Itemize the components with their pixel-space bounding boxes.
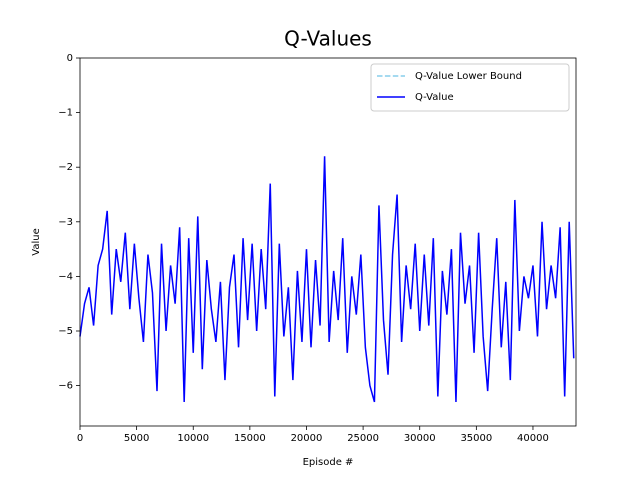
x-tick-label: 10000 bbox=[177, 433, 209, 444]
y-axis-label: Value bbox=[31, 228, 42, 255]
x-axis-label: Episode # bbox=[303, 457, 354, 468]
y-tick-label: −5 bbox=[58, 326, 73, 337]
plot-frame bbox=[79, 57, 577, 427]
chart-title: Q-Values bbox=[284, 27, 372, 51]
y-tick-label: −4 bbox=[58, 271, 73, 282]
legend-label: Q-Value Lower Bound bbox=[415, 71, 522, 82]
legend-box bbox=[370, 63, 570, 112]
y-tick-label: −2 bbox=[58, 162, 73, 173]
x-tick-label: 40000 bbox=[517, 433, 549, 444]
x-tick-label: 20000 bbox=[291, 433, 323, 444]
y-tick-label: −3 bbox=[58, 217, 73, 228]
x-tick-label: 15000 bbox=[234, 433, 266, 444]
x-tick-label: 0 bbox=[77, 433, 83, 444]
y-tick-label: −6 bbox=[58, 381, 73, 392]
legend-label: Q-Value bbox=[415, 92, 454, 103]
y-tick-label: 0 bbox=[67, 53, 73, 64]
x-tick-label: 35000 bbox=[460, 433, 492, 444]
x-tick-label: 5000 bbox=[124, 433, 149, 444]
data-line bbox=[79, 156, 575, 403]
x-tick-label: 25000 bbox=[347, 433, 379, 444]
y-tick-label: −1 bbox=[58, 108, 73, 119]
x-tick-label: 30000 bbox=[404, 433, 436, 444]
